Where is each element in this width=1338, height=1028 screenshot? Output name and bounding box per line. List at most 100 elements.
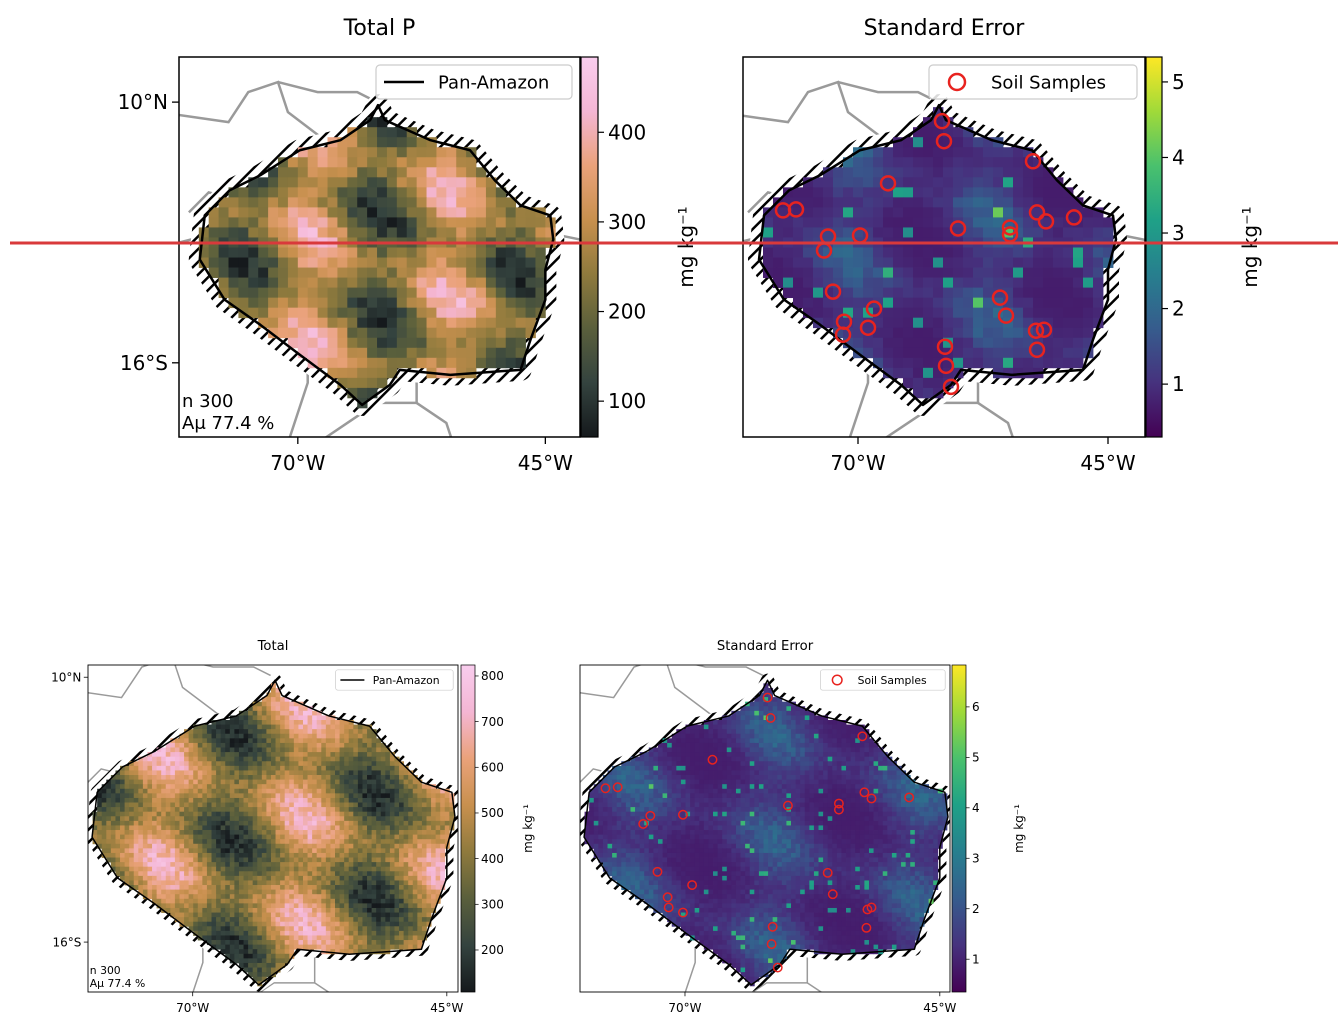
raster-cell: [216, 885, 221, 890]
raster-cell: [853, 278, 863, 288]
raster-cell: [271, 867, 276, 872]
raster-cell: [202, 729, 207, 734]
raster-cell: [340, 835, 345, 840]
raster-cell: [814, 715, 819, 720]
raster-cell: [317, 867, 322, 872]
raster-cell: [362, 890, 367, 895]
raster-cell: [276, 821, 281, 826]
raster-cell: [506, 207, 516, 217]
raster-cell: [335, 720, 340, 725]
raster-cell: [1023, 268, 1033, 278]
raster-cell: [289, 871, 294, 876]
raster-cell: [376, 885, 381, 890]
raster-cell: [129, 853, 134, 858]
raster-cell: [225, 807, 230, 812]
raster-cell: [347, 358, 357, 368]
raster-cell: [198, 752, 203, 757]
raster-cell: [321, 780, 326, 785]
raster-cell: [257, 706, 262, 711]
raster-cell: [335, 880, 340, 885]
raster-cell: [294, 780, 299, 785]
raster-cell: [526, 288, 536, 298]
raster-cell: [385, 899, 390, 904]
raster-cell: [170, 839, 175, 844]
raster-cell: [446, 248, 456, 258]
raster-cell: [318, 157, 328, 167]
raster-cell: [179, 853, 184, 858]
raster-cell: [377, 308, 387, 318]
raster-cell: [506, 338, 516, 348]
raster-cell: [357, 157, 367, 167]
raster-cell: [266, 908, 271, 913]
raster-cell: [276, 743, 281, 748]
raster-cell: [843, 207, 853, 217]
raster-cell: [248, 844, 253, 849]
raster-cell: [138, 803, 143, 808]
raster-cell: [1043, 177, 1053, 187]
raster-cell: [125, 867, 130, 872]
raster-cell: [234, 917, 239, 922]
raster-cell: [312, 807, 317, 812]
raster-cell: [321, 853, 326, 858]
raster-cell: [97, 835, 102, 840]
raster-cell: [253, 770, 258, 775]
raster-cell: [161, 858, 166, 863]
raster-cell: [326, 945, 331, 950]
raster-cell: [426, 789, 431, 794]
raster-cell: [198, 807, 203, 812]
raster-cell: [347, 288, 357, 298]
raster-cell: [253, 926, 258, 931]
raster-cell: [833, 248, 843, 258]
raster-cell: [258, 278, 268, 288]
raster-cell: [344, 734, 349, 739]
raster-cell: [134, 766, 139, 771]
raster-cell: [248, 278, 258, 288]
raster-cell: [953, 298, 963, 308]
raster-cell: [230, 844, 235, 849]
raster-cell: [466, 318, 476, 328]
raster-cell: [1033, 227, 1043, 237]
raster-cell: [248, 917, 253, 922]
raster-cell: [212, 748, 217, 753]
raster-cell: [390, 770, 395, 775]
raster-cell: [516, 207, 526, 217]
raster-cell: [266, 830, 271, 835]
raster-cell: [973, 157, 983, 167]
raster-cell: [436, 227, 446, 237]
raster-cell: [312, 871, 317, 876]
raster-cell: [271, 917, 276, 922]
raster-cell: [179, 743, 184, 748]
raster-cell: [257, 738, 262, 743]
raster-cell: [271, 706, 276, 711]
raster-cell: [317, 780, 322, 785]
raster-cell: [239, 715, 244, 720]
raster-cell: [202, 738, 207, 743]
raster-cell: [193, 853, 198, 858]
raster-cell: [321, 825, 326, 830]
raster-cell: [248, 821, 253, 826]
raster-cell: [198, 899, 203, 904]
colorbar-label: mg kg⁻¹: [674, 206, 698, 287]
raster-cell: [244, 734, 249, 739]
raster-cell: [377, 298, 387, 308]
raster-cell: [207, 738, 212, 743]
raster-cell: [129, 780, 134, 785]
raster-cell: [408, 871, 413, 876]
raster-cell: [340, 853, 345, 858]
raster-cell: [321, 789, 326, 794]
raster-cell: [106, 830, 111, 835]
raster-cell: [973, 248, 983, 258]
raster-cell: [257, 807, 262, 812]
raster-cell: [347, 278, 357, 288]
raster-cell: [317, 926, 322, 931]
raster-cell: [298, 780, 303, 785]
raster-cell: [298, 248, 308, 258]
raster-cell: [294, 793, 299, 798]
raster-cell: [506, 248, 516, 258]
raster-cell: [408, 844, 413, 849]
raster-cell: [427, 157, 437, 167]
raster-cell: [422, 871, 427, 876]
raster-cell: [230, 748, 235, 753]
raster-cell: [983, 227, 993, 237]
raster-cell: [230, 917, 235, 922]
